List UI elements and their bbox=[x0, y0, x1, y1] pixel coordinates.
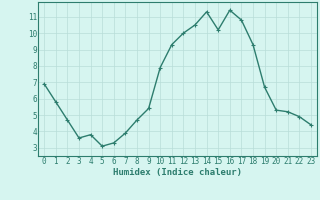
X-axis label: Humidex (Indice chaleur): Humidex (Indice chaleur) bbox=[113, 168, 242, 177]
